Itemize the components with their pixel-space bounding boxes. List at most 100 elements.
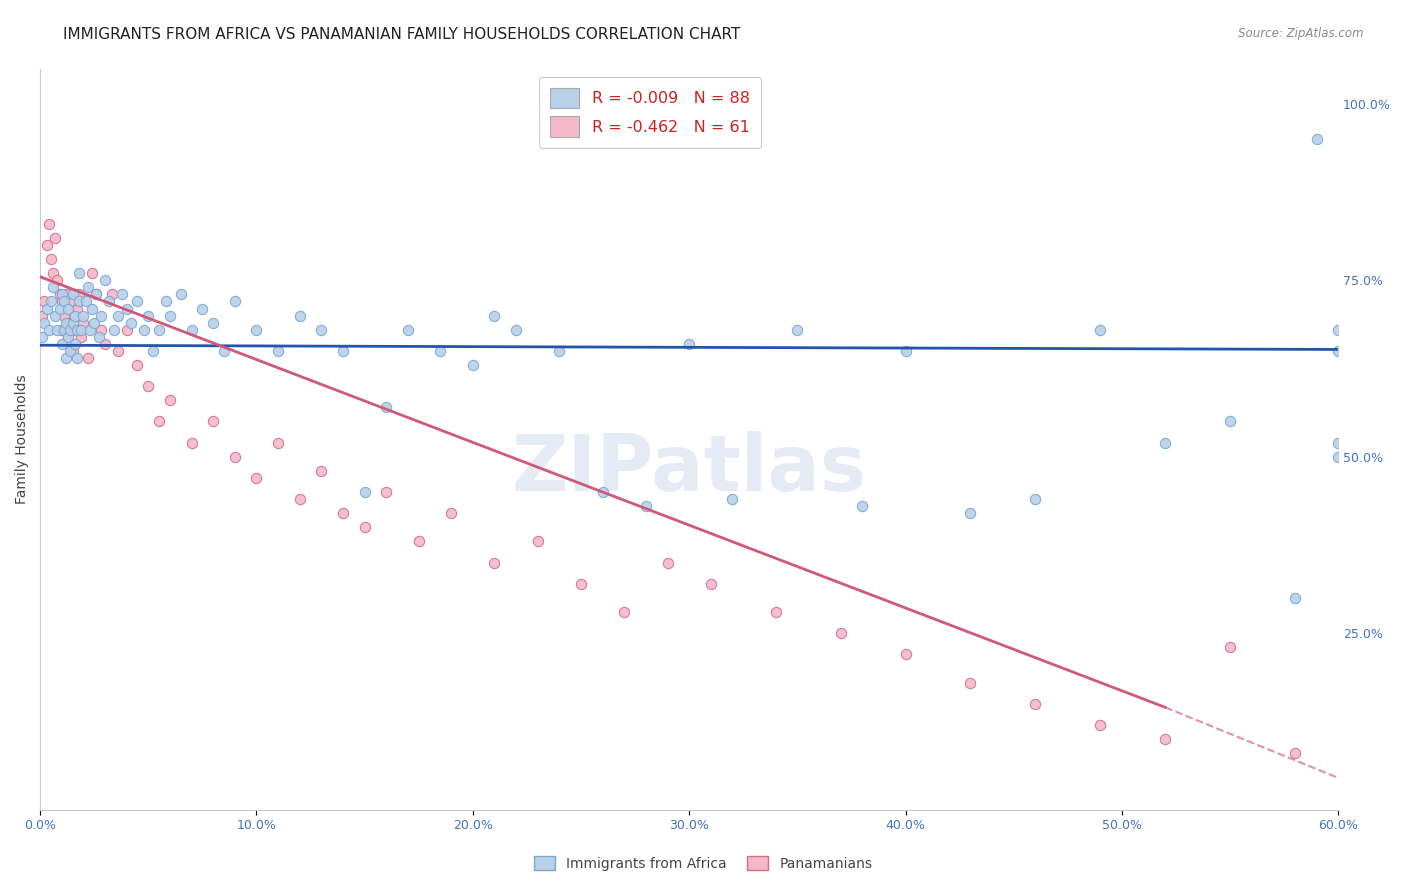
Point	[142, 343, 165, 358]
Point	[70, 323, 93, 337]
Point	[66, 301, 89, 316]
Point	[634, 499, 657, 513]
Point	[959, 506, 981, 520]
Point	[34, 316, 56, 330]
Point	[70, 330, 93, 344]
Point	[90, 323, 112, 337]
Point	[148, 323, 170, 337]
Point	[120, 316, 142, 330]
Point	[127, 358, 149, 372]
Point	[52, 294, 75, 309]
Point	[548, 343, 571, 358]
Point	[51, 336, 73, 351]
Point	[115, 323, 138, 337]
Point	[94, 273, 117, 287]
Point	[38, 217, 60, 231]
Point	[44, 231, 66, 245]
Point	[136, 309, 159, 323]
Point	[267, 343, 290, 358]
Point	[657, 556, 679, 570]
Point	[1090, 323, 1112, 337]
Point	[107, 343, 129, 358]
Point	[1284, 746, 1306, 760]
Point	[94, 336, 117, 351]
Point	[700, 576, 723, 591]
Point	[212, 343, 235, 358]
Point	[80, 301, 103, 316]
Point	[35, 301, 58, 316]
Point	[39, 252, 62, 266]
Point	[63, 323, 86, 337]
Point	[569, 576, 592, 591]
Point	[159, 393, 181, 408]
Point	[62, 316, 84, 330]
Point	[86, 287, 108, 301]
Point	[58, 330, 80, 344]
Point	[83, 316, 105, 330]
Point	[1327, 323, 1350, 337]
Point	[440, 506, 463, 520]
Point	[1154, 435, 1177, 450]
Point	[1305, 132, 1327, 146]
Text: IMMIGRANTS FROM AFRICA VS PANAMANIAN FAMILY HOUSEHOLDS CORRELATION CHART: IMMIGRANTS FROM AFRICA VS PANAMANIAN FAM…	[63, 27, 741, 42]
Point	[1024, 697, 1046, 711]
Point	[159, 309, 181, 323]
Legend: Immigrants from Africa, Panamanians: Immigrants from Africa, Panamanians	[529, 850, 877, 876]
Y-axis label: Family Households: Family Households	[15, 375, 30, 504]
Point	[224, 450, 246, 464]
Point	[79, 323, 101, 337]
Point	[155, 294, 177, 309]
Point	[613, 605, 636, 619]
Point	[408, 534, 430, 549]
Point	[31, 330, 53, 344]
Point	[59, 343, 82, 358]
Point	[288, 309, 311, 323]
Point	[526, 534, 548, 549]
Point	[86, 287, 108, 301]
Point	[115, 301, 138, 316]
Point	[484, 309, 506, 323]
Point	[202, 414, 225, 428]
Point	[52, 323, 75, 337]
Point	[375, 401, 398, 415]
Point	[1327, 343, 1350, 358]
Point	[90, 309, 112, 323]
Point	[245, 323, 267, 337]
Point	[396, 323, 419, 337]
Point	[62, 294, 84, 309]
Point	[1024, 492, 1046, 507]
Point	[46, 323, 69, 337]
Point	[311, 323, 333, 337]
Point	[484, 556, 506, 570]
Point	[42, 266, 65, 280]
Point	[35, 238, 58, 252]
Point	[72, 316, 94, 330]
Point	[100, 287, 122, 301]
Point	[55, 287, 77, 301]
Point	[62, 287, 84, 301]
Point	[786, 323, 808, 337]
Point	[46, 273, 69, 287]
Point	[148, 414, 170, 428]
Point	[39, 294, 62, 309]
Point	[288, 492, 311, 507]
Point	[353, 485, 375, 500]
Point	[311, 464, 333, 478]
Point	[44, 309, 66, 323]
Point	[42, 280, 65, 294]
Point	[103, 323, 125, 337]
Point	[678, 336, 700, 351]
Point	[202, 316, 225, 330]
Point	[830, 626, 852, 640]
Point	[34, 294, 56, 309]
Point	[52, 309, 75, 323]
Point	[191, 301, 214, 316]
Text: Source: ZipAtlas.com: Source: ZipAtlas.com	[1239, 27, 1364, 40]
Point	[267, 435, 290, 450]
Point	[959, 675, 981, 690]
Legend: R = -0.009   N = 88, R = -0.462   N = 61: R = -0.009 N = 88, R = -0.462 N = 61	[540, 77, 761, 148]
Point	[63, 309, 86, 323]
Point	[58, 301, 80, 316]
Point	[67, 287, 90, 301]
Point	[1219, 414, 1241, 428]
